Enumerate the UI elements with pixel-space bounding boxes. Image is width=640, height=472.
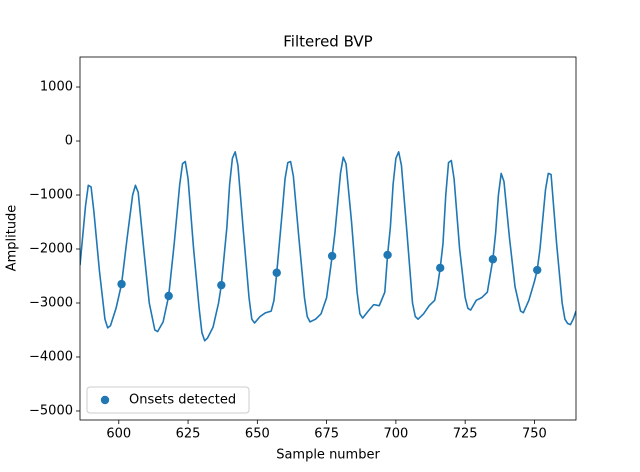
x-tick-label: 750 — [522, 427, 547, 442]
x-tick-label: 675 — [314, 427, 339, 442]
x-tick-label: 600 — [106, 427, 131, 442]
legend-marker — [100, 395, 110, 405]
plot-area — [80, 151, 576, 342]
onset-point — [436, 263, 445, 273]
y-tick-label: 0 — [65, 134, 73, 149]
y-tick-label: −2000 — [29, 242, 73, 257]
onset-point — [327, 251, 337, 261]
y-tick-label: −3000 — [29, 295, 73, 310]
x-tick-label: 700 — [383, 427, 408, 442]
x-tick-label: 725 — [453, 427, 478, 442]
plot-frame — [79, 56, 577, 421]
onset-point — [488, 255, 498, 264]
y-tick-label: 1000 — [40, 80, 73, 95]
y-axis-label: Amplitude — [5, 205, 20, 272]
x-axis-label: Sample number — [276, 448, 380, 463]
y-tick-label: −4000 — [29, 349, 73, 364]
onset-point — [533, 265, 542, 275]
onset-point — [164, 291, 173, 301]
onset-point — [383, 250, 392, 260]
legend-label: Onsets detected — [129, 393, 236, 408]
x-tick-label: 625 — [176, 427, 201, 442]
onset-point — [117, 279, 126, 289]
chart-title: Filtered BVP — [283, 33, 372, 51]
onset-point — [272, 268, 281, 277]
y-tick-label: −5000 — [29, 403, 73, 418]
signal-line — [80, 151, 576, 342]
legend-box — [86, 386, 250, 414]
y-tick-label: −1000 — [29, 188, 73, 203]
x-tick-label: 650 — [245, 427, 270, 442]
onset-point — [217, 280, 226, 290]
